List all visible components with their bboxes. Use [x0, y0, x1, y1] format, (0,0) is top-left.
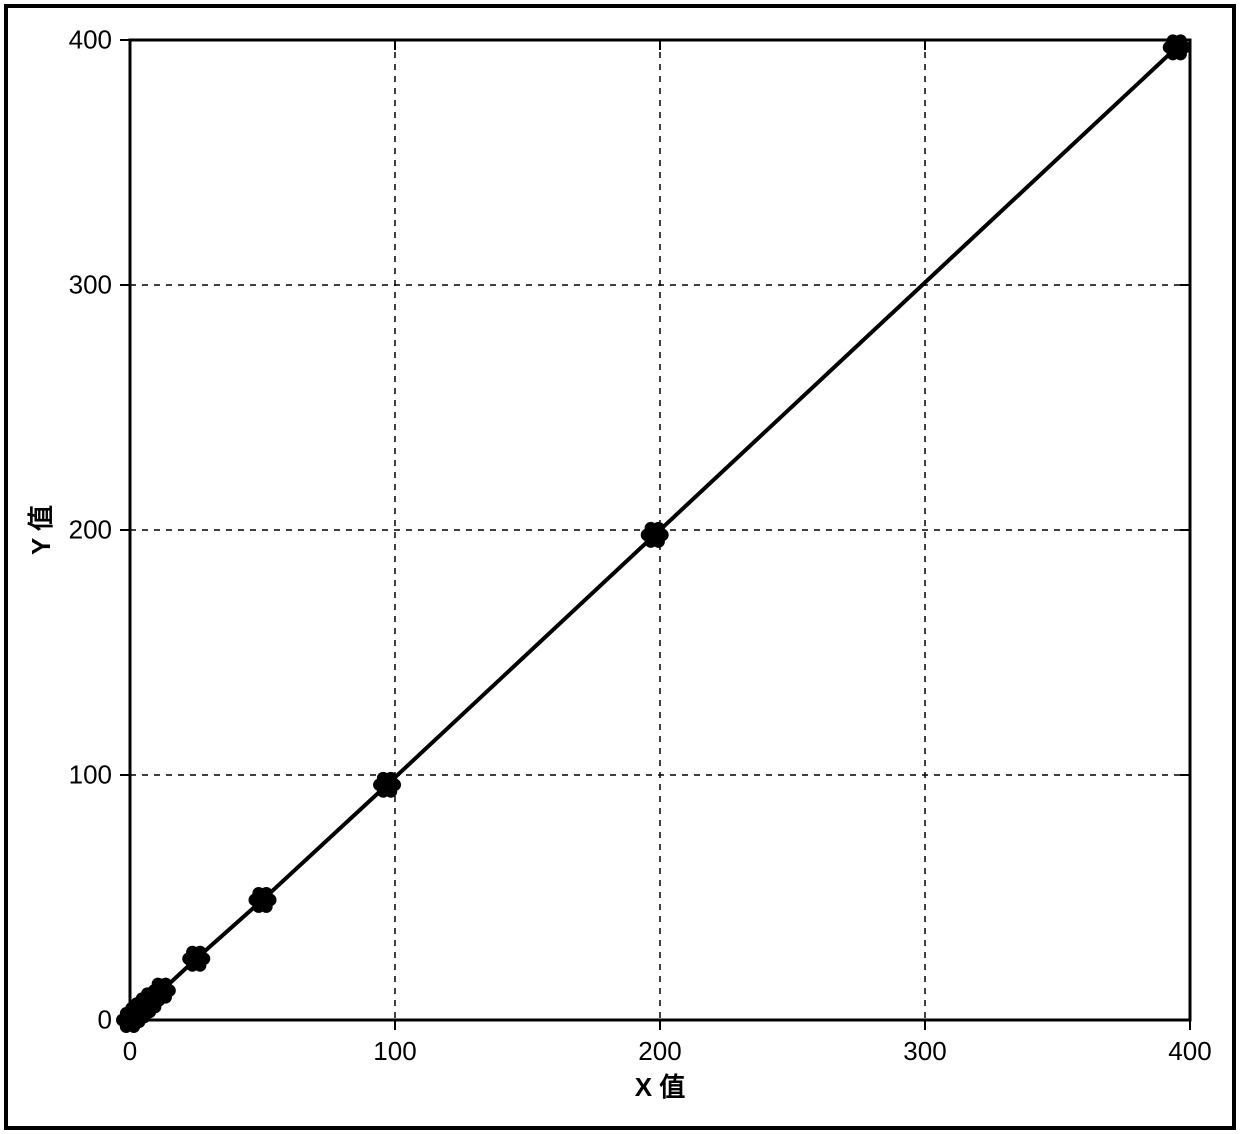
x-tick-label: 300: [903, 1036, 946, 1066]
scatter-chart: 0 100 200 300 400 0 100 200 300 400 X 值 Y 值: [0, 0, 1240, 1134]
y-tick-label: 0: [98, 1005, 112, 1035]
y-axis-label: Y 值: [26, 505, 56, 555]
y-tick-label: 100: [69, 760, 112, 790]
x-tick-label: 0: [123, 1036, 137, 1066]
chart-container: 0 100 200 300 400 0 100 200 300 400 X 值 Y 值: [0, 0, 1240, 1134]
x-tick-label: 200: [638, 1036, 681, 1066]
x-axis-label: X 值: [635, 1072, 686, 1102]
x-tick-label: 400: [1168, 1036, 1211, 1066]
y-tick-label: 200: [69, 515, 112, 545]
y-tick-label: 300: [69, 270, 112, 300]
y-tick-label: 400: [69, 25, 112, 55]
x-tick-label: 100: [373, 1036, 416, 1066]
